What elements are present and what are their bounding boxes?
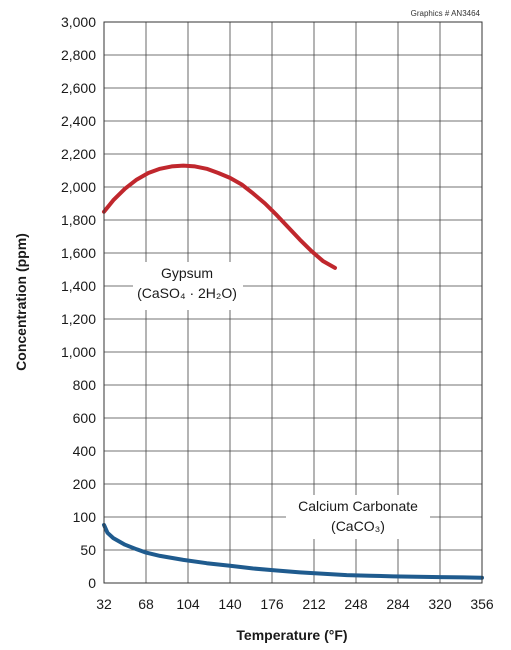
y-tick-label: 0 [88,575,96,591]
series-layer [102,163,484,580]
x-tick-label: 176 [260,596,284,612]
x-axis-title: Temperature (°F) [236,627,347,643]
plot-frame [103,21,483,584]
x-tick-label: 32 [96,596,112,612]
y-tick-label: 600 [73,410,97,426]
y-tick-label: 3,000 [61,14,96,30]
y-tick-label: 2,000 [61,179,96,195]
y-tick-label: 1,800 [61,212,96,228]
y-tick-label: 400 [73,443,97,459]
x-tick-label: 212 [302,596,326,612]
x-tick-label: 356 [470,596,494,612]
y-axis-title: Concentration (ppm) [13,233,29,371]
y-tick-label: 100 [73,509,97,525]
graphic-id-label: Graphics # AN3464 [411,9,481,18]
y-tick-label: 800 [73,377,97,393]
calcium-carbonate-label: (CaCO₃) [331,518,385,534]
series-labels: Gypsum (CaSO₄ · 2H₂O) Calcium Carbonate (Ca… [133,262,430,539]
y-tick-label: 2,400 [61,113,96,129]
x-tick-label: 68 [138,596,154,612]
y-tick-label: 1,600 [61,245,96,261]
y-tick-label: 2,200 [61,146,96,162]
x-tick-label: 284 [386,596,410,612]
x-tick-label: 104 [176,596,200,612]
gypsum-label: Gypsum [161,265,213,281]
calcium-carbonate-label: Calcium Carbonate [298,498,418,514]
y-tick-label: 1,000 [61,344,96,360]
calcium-carbonate-line [102,522,484,580]
calcium-carbonate-label-bg [286,495,430,539]
y-tick-label: 2,600 [61,80,96,96]
y-tick-label: 1,200 [61,311,96,327]
y-tick-label: 2,800 [61,47,96,63]
y-tick-label: 200 [73,476,97,492]
tick-labels: 0 50 100 200 400 600 800 1,000 1,200 1,400 1,600 1,… [61,14,494,612]
x-tick-label: 248 [344,596,368,612]
y-tick-label: 50 [80,542,96,558]
x-tick-label: 320 [428,596,452,612]
gypsum-label-bg [133,262,243,310]
gypsum-label: (CaSO₄ · 2H₂O) [137,285,237,301]
gypsum-line [102,163,337,270]
x-tick-label: 140 [218,596,242,612]
y-tick-label: 1,400 [61,278,96,294]
